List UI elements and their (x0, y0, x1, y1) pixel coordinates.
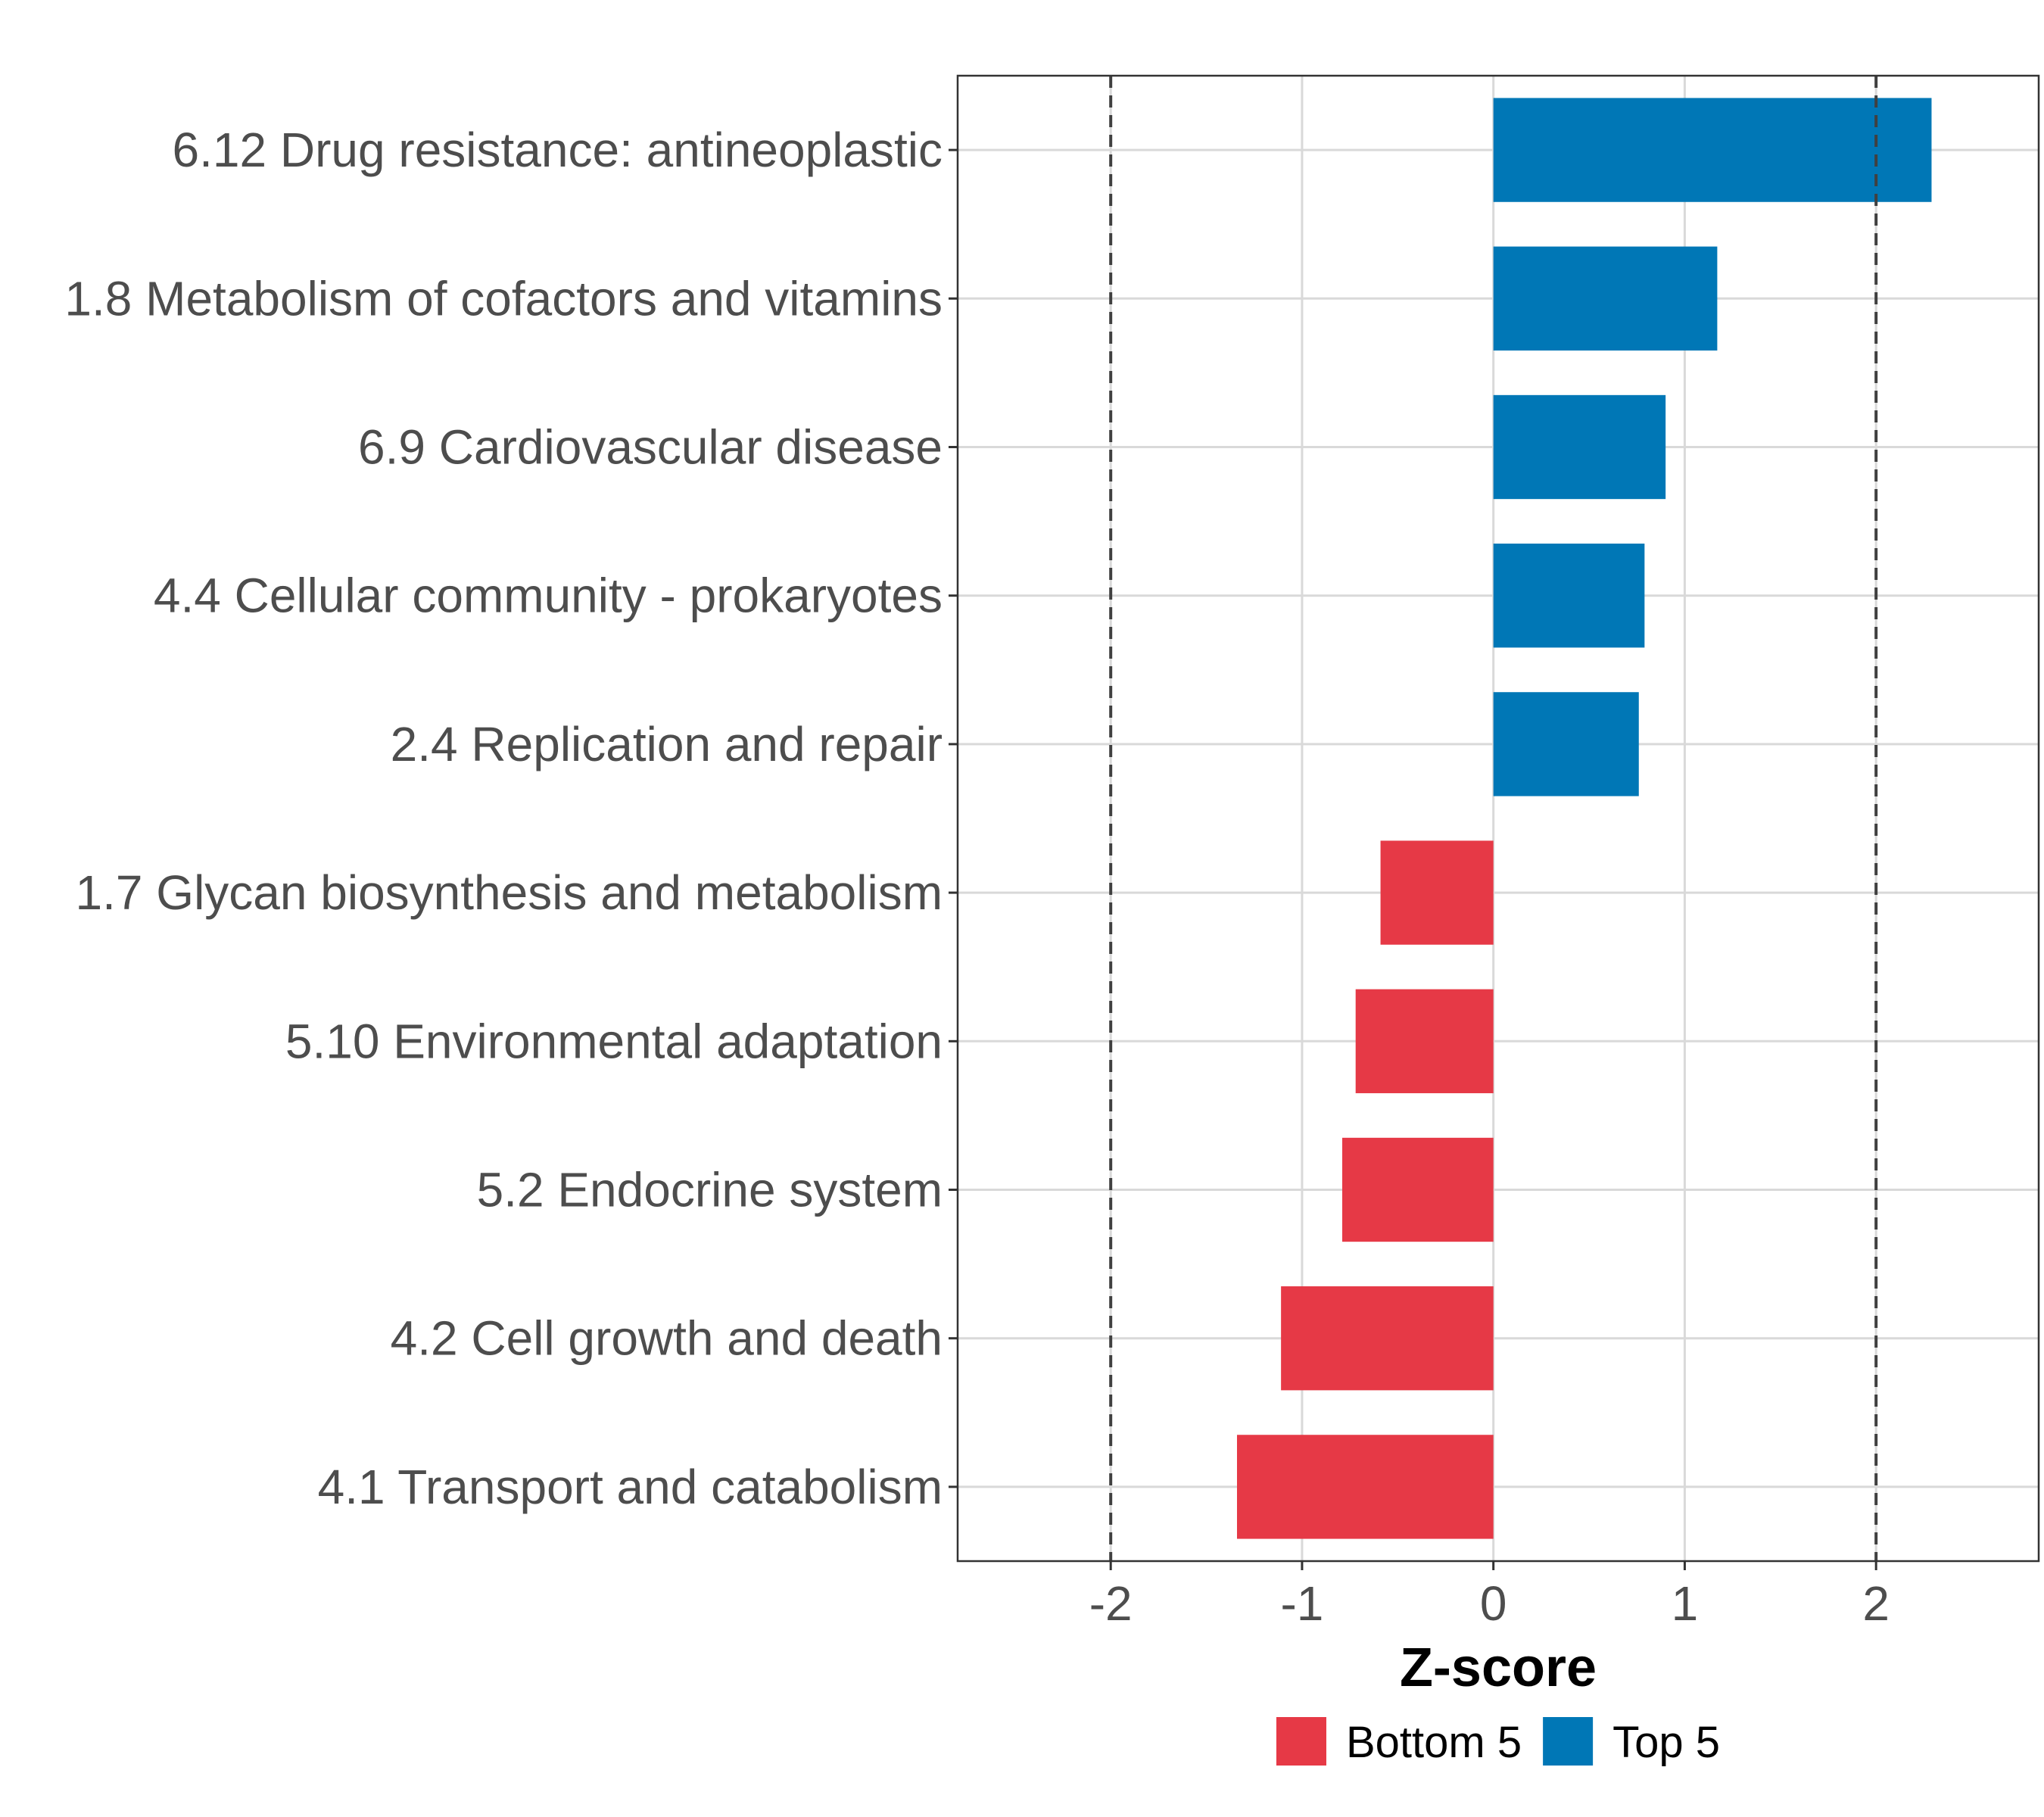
x-tick-label: 2 (1862, 1576, 1890, 1631)
bar (1342, 1137, 1494, 1242)
category-label: 6.12 Drug resistance: antineoplastic (173, 123, 943, 177)
legend-item: Bottom 5 (1276, 1717, 1522, 1767)
bar (1281, 1286, 1494, 1391)
x-axis: -2 -1 0 1 2 (1089, 1561, 1890, 1631)
x-tick-label: 0 (1480, 1576, 1507, 1631)
category-label: 4.4 Cellular community - prokaryotes (154, 569, 943, 623)
bar (1493, 544, 1645, 648)
bar (1355, 989, 1494, 1093)
x-tick-label: -2 (1089, 1576, 1133, 1631)
y-axis: 6.12 Drug resistance: antineoplastic 1.8 … (64, 123, 958, 1514)
x-tick-label: 1 (1672, 1576, 1699, 1631)
bar (1493, 692, 1639, 796)
bar (1380, 840, 1494, 945)
legend-label: Top 5 (1612, 1718, 1720, 1767)
legend-key (1276, 1717, 1326, 1766)
category-label: 6.9 Cardiovascular disease (358, 420, 943, 475)
bar (1493, 394, 1666, 500)
category-label: 1.8 Metabolism of cofactors and vitamins (64, 271, 943, 326)
bar (1493, 98, 1932, 202)
legend-item: Top 5 (1543, 1717, 1720, 1767)
category-label: 5.2 Endocrine system (477, 1163, 943, 1217)
bar (1237, 1435, 1494, 1539)
bar (1493, 246, 1718, 351)
category-label: 4.2 Cell growth and death (391, 1311, 943, 1366)
legend-label: Bottom 5 (1346, 1718, 1522, 1767)
category-label: 1.7 Glycan biosynthesis and metabolism (76, 865, 943, 920)
panel-border (956, 74, 2040, 1563)
x-tick-label: -1 (1280, 1576, 1323, 1631)
reference-lines (1109, 76, 1878, 1561)
bars (1237, 98, 1932, 1539)
category-label: 5.10 Environmental adaptation (285, 1014, 943, 1068)
category-label: 4.1 Transport and catabolism (318, 1460, 943, 1514)
category-label: 2.4 Replication and repair (391, 717, 943, 771)
legend-key (1543, 1717, 1594, 1766)
x-axis-title: Z-score (1400, 1638, 1597, 1698)
legend: Bottom 5 Top 5 (1276, 1717, 1720, 1767)
